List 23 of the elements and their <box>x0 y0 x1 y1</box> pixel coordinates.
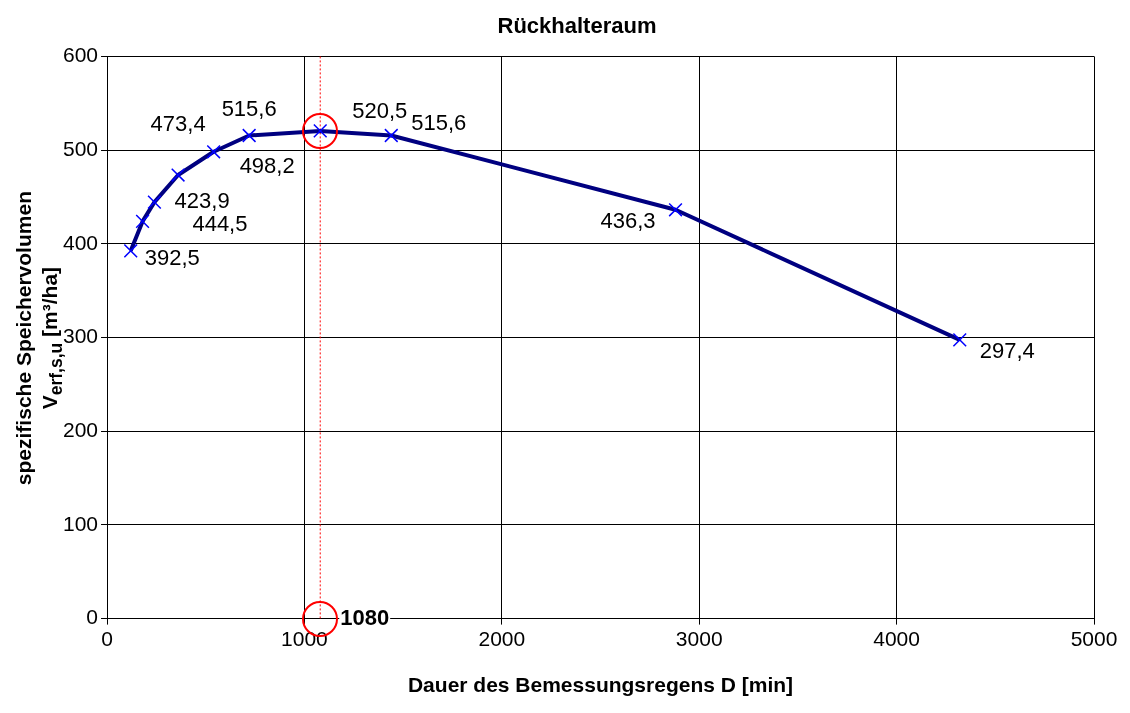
y-tick-label: 100 <box>62 511 99 535</box>
data-label: 297,4 <box>979 338 1035 363</box>
x-axis-title: Dauer des Bemessungsregens D [min] <box>407 673 794 697</box>
data-label: 520,5 <box>352 97 408 123</box>
x-tick-label: 2000 <box>478 627 526 650</box>
x-tick-label: 4000 <box>873 627 920 650</box>
data-label: 515,6 <box>221 95 277 121</box>
y-tick-label: 500 <box>62 136 99 160</box>
data-label: 473,4 <box>150 111 206 137</box>
data-label: 436,3 <box>600 207 656 233</box>
data-label: 392,5 <box>144 245 200 271</box>
y-tick-label: 0 <box>86 605 99 629</box>
y-tick-label: 400 <box>62 230 99 254</box>
annotation: 1080 <box>340 604 390 630</box>
x-tick-label: 3000 <box>675 627 723 650</box>
chart-title: Rückhalteraum <box>497 13 657 39</box>
data-label: 515,6 <box>411 109 467 135</box>
x-tick-label: 5000 <box>1070 627 1118 650</box>
x-tick-label: 1000 <box>281 627 328 650</box>
data-label: 498,2 <box>239 153 295 179</box>
y-tick-label: 300 <box>62 324 99 348</box>
x-tick-label: 0 <box>101 627 113 650</box>
y-tick-label: 600 <box>62 43 99 67</box>
